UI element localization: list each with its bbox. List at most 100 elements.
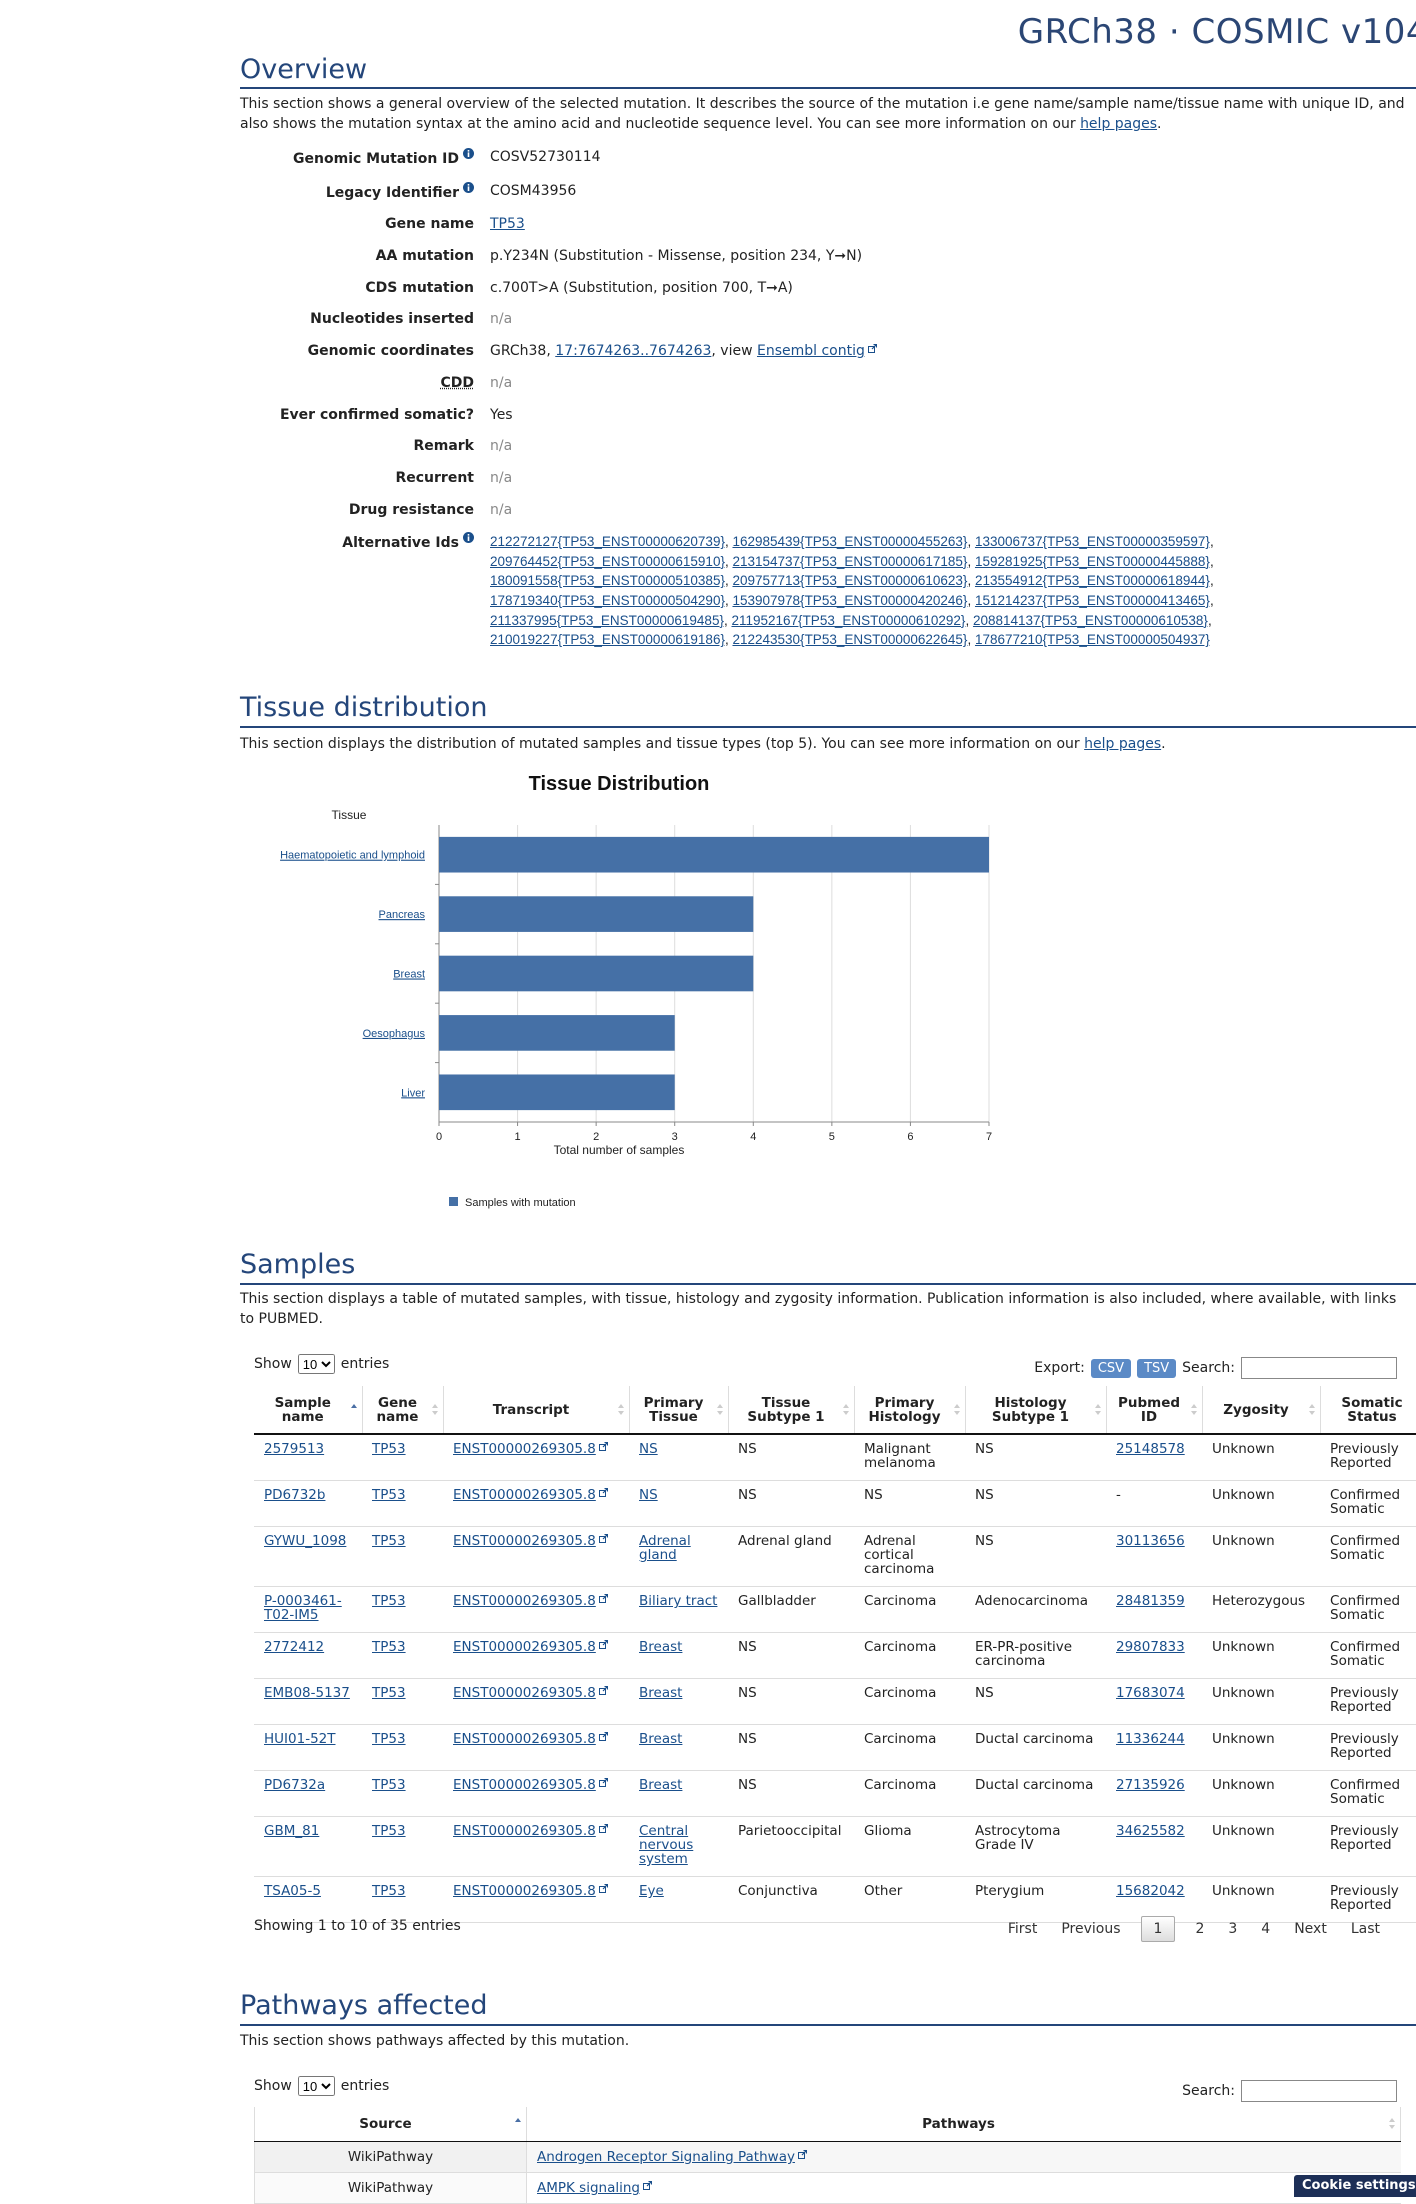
- cell-link[interactable]: GYWU_1098: [264, 1533, 347, 1549]
- cell-link[interactable]: ENST00000269305.8: [453, 1731, 596, 1747]
- cell-link[interactable]: Biliary tract: [639, 1593, 718, 1609]
- alternative-id-link[interactable]: 180091558{TP53_ENST00000510385}: [490, 573, 725, 589]
- page-length-select[interactable]: 10: [297, 2076, 335, 2096]
- help-link[interactable]: help pages: [1084, 736, 1162, 752]
- cell-link[interactable]: NS: [639, 1441, 658, 1457]
- cell-link[interactable]: 11336244: [1116, 1731, 1185, 1747]
- cell-link[interactable]: 28481359: [1116, 1593, 1185, 1609]
- cell-link[interactable]: TP53: [372, 1777, 406, 1793]
- cell-link[interactable]: 17683074: [1116, 1685, 1185, 1701]
- search-input[interactable]: [1241, 2080, 1397, 2102]
- cell-link[interactable]: TP53: [372, 1823, 406, 1839]
- alternative-id-link[interactable]: 212243530{TP53_ENST00000622645}: [732, 632, 968, 648]
- column-header[interactable]: Primary Tissue: [629, 1386, 729, 1435]
- column-header[interactable]: Pubmed ID: [1106, 1386, 1203, 1435]
- search-input[interactable]: [1241, 1357, 1397, 1379]
- column-header[interactable]: Histology Subtype 1: [965, 1386, 1107, 1435]
- cell-link[interactable]: PD6732a: [264, 1777, 326, 1793]
- cell-link[interactable]: ENST00000269305.8: [453, 1639, 596, 1655]
- cell-link[interactable]: TP53: [372, 1441, 406, 1457]
- column-header[interactable]: Transcript: [443, 1386, 630, 1435]
- column-header[interactable]: Somatic Status: [1320, 1386, 1416, 1435]
- cell-link[interactable]: TSA05-5: [264, 1883, 321, 1899]
- alternative-id-link[interactable]: 211337995{TP53_ENST00000619485}: [490, 612, 724, 628]
- cell-link[interactable]: Breast: [639, 1685, 683, 1701]
- cell-link[interactable]: TP53: [372, 1883, 406, 1899]
- cell-link[interactable]: ENST00000269305.8: [453, 1685, 596, 1701]
- cell-link[interactable]: 27135926: [1116, 1777, 1185, 1793]
- cell-link[interactable]: Breast: [639, 1731, 683, 1747]
- alternative-id-link[interactable]: 212272127{TP53_ENST00000620739}: [490, 534, 725, 550]
- cell-link[interactable]: PD6732b: [264, 1487, 326, 1503]
- page-button[interactable]: Next: [1294, 1921, 1327, 1937]
- cell-link[interactable]: TP53: [372, 1731, 406, 1747]
- page-button[interactable]: 2: [1195, 1921, 1205, 1937]
- cell-link[interactable]: NS: [639, 1487, 658, 1503]
- cell-link[interactable]: 25148578: [1116, 1441, 1185, 1457]
- field-link[interactable]: Ensembl contig: [756, 343, 865, 360]
- alternative-id-link[interactable]: 153907978{TP53_ENST00000420246}: [732, 593, 968, 609]
- cell-link[interactable]: ENST00000269305.8: [453, 1777, 596, 1793]
- alternative-id-link[interactable]: 151214237{TP53_ENST00000413465}: [974, 593, 1210, 609]
- column-header[interactable]: Tissue Subtype 1: [728, 1386, 855, 1435]
- export-button[interactable]: CSV: [1090, 1358, 1132, 1378]
- cell-link[interactable]: ENST00000269305.8: [453, 1883, 596, 1899]
- page-button[interactable]: Last: [1350, 1921, 1380, 1937]
- column-header[interactable]: Source: [254, 2107, 527, 2142]
- pathway-link[interactable]: AMPK signaling: [537, 2180, 640, 2196]
- alternative-id-link[interactable]: 213154737{TP53_ENST00000617185}: [732, 553, 968, 569]
- alternative-id-link[interactable]: 133006737{TP53_ENST00000359597}: [974, 534, 1210, 550]
- column-header[interactable]: Zygosity: [1202, 1386, 1321, 1435]
- cell-link[interactable]: 34625582: [1116, 1823, 1185, 1839]
- alternative-id-link[interactable]: 162985439{TP53_ENST00000455263}: [732, 534, 968, 550]
- cell-link[interactable]: Central nervous system: [639, 1823, 694, 1867]
- cell-link[interactable]: TP53: [372, 1487, 406, 1503]
- alternative-id-link[interactable]: 213554912{TP53_ENST00000618944}: [974, 573, 1210, 589]
- cell-link[interactable]: TP53: [372, 1639, 406, 1655]
- cell-link[interactable]: ENST00000269305.8: [453, 1593, 596, 1609]
- field-link[interactable]: TP53: [490, 216, 525, 233]
- cell-link[interactable]: 2579513: [264, 1441, 325, 1457]
- column-header[interactable]: Pathways: [526, 2107, 1401, 2142]
- page-button[interactable]: Previous: [1061, 1921, 1121, 1937]
- help-link[interactable]: help pages: [1080, 116, 1158, 132]
- field-link[interactable]: 17:7674263..7674263: [555, 343, 712, 360]
- cell-link[interactable]: P-0003461-T02-IM5: [264, 1593, 342, 1623]
- page-button[interactable]: 1: [1140, 1916, 1176, 1942]
- cell-link[interactable]: Breast: [639, 1777, 683, 1793]
- cell-link[interactable]: HUI01-52T: [264, 1731, 336, 1747]
- alternative-id-link[interactable]: 211952167{TP53_ENST00000610292}: [731, 612, 966, 628]
- page-button[interactable]: First: [1007, 1921, 1038, 1937]
- cell-link[interactable]: 30113656: [1116, 1533, 1185, 1549]
- alternative-id-link[interactable]: 209757713{TP53_ENST00000610623}: [732, 573, 968, 589]
- cell-link[interactable]: 15682042: [1116, 1883, 1185, 1899]
- cell-link[interactable]: TP53: [372, 1593, 406, 1609]
- cell-link[interactable]: ENST00000269305.8: [453, 1823, 596, 1839]
- alternative-id-link[interactable]: 208814137{TP53_ENST00000610538}: [972, 612, 1208, 628]
- cell-link[interactable]: ENST00000269305.8: [453, 1533, 596, 1549]
- column-header[interactable]: Primary Histology: [854, 1386, 966, 1435]
- page-button[interactable]: 4: [1261, 1921, 1271, 1937]
- column-header[interactable]: Gene name: [362, 1386, 444, 1435]
- alternative-id-link[interactable]: 159281925{TP53_ENST00000445888}: [974, 553, 1210, 569]
- alternative-id-link[interactable]: 210019227{TP53_ENST00000619186}: [490, 632, 725, 648]
- alternative-id-link[interactable]: 209764452{TP53_ENST00000615910}: [490, 553, 725, 569]
- cell-link[interactable]: GBM_81: [264, 1823, 320, 1839]
- cell-link[interactable]: ENST00000269305.8: [453, 1441, 596, 1457]
- column-header[interactable]: Sample name: [254, 1386, 363, 1435]
- cookie-settings-button[interactable]: Cookie settings: [1294, 2175, 1416, 2197]
- pathway-link[interactable]: Androgen Receptor Signaling Pathway: [537, 2149, 795, 2165]
- page-button[interactable]: 3: [1228, 1921, 1238, 1937]
- cell-link[interactable]: 2772412: [264, 1639, 325, 1655]
- cell-link[interactable]: TP53: [372, 1685, 406, 1701]
- cell-link[interactable]: TP53: [372, 1533, 406, 1549]
- alternative-id-link[interactable]: 178677210{TP53_ENST00000504937}: [974, 632, 1210, 648]
- cell-link[interactable]: EMB08-5137: [264, 1685, 350, 1701]
- cell-link[interactable]: ENST00000269305.8: [453, 1487, 596, 1503]
- cell-link[interactable]: Adrenal gland: [639, 1533, 691, 1563]
- export-button[interactable]: TSV: [1137, 1358, 1177, 1378]
- cell-link[interactable]: Breast: [639, 1639, 683, 1655]
- alternative-id-link[interactable]: 178719340{TP53_ENST00000504290}: [490, 593, 725, 609]
- page-length-select[interactable]: 10: [297, 1354, 335, 1374]
- cell-link[interactable]: 29807833: [1116, 1639, 1185, 1655]
